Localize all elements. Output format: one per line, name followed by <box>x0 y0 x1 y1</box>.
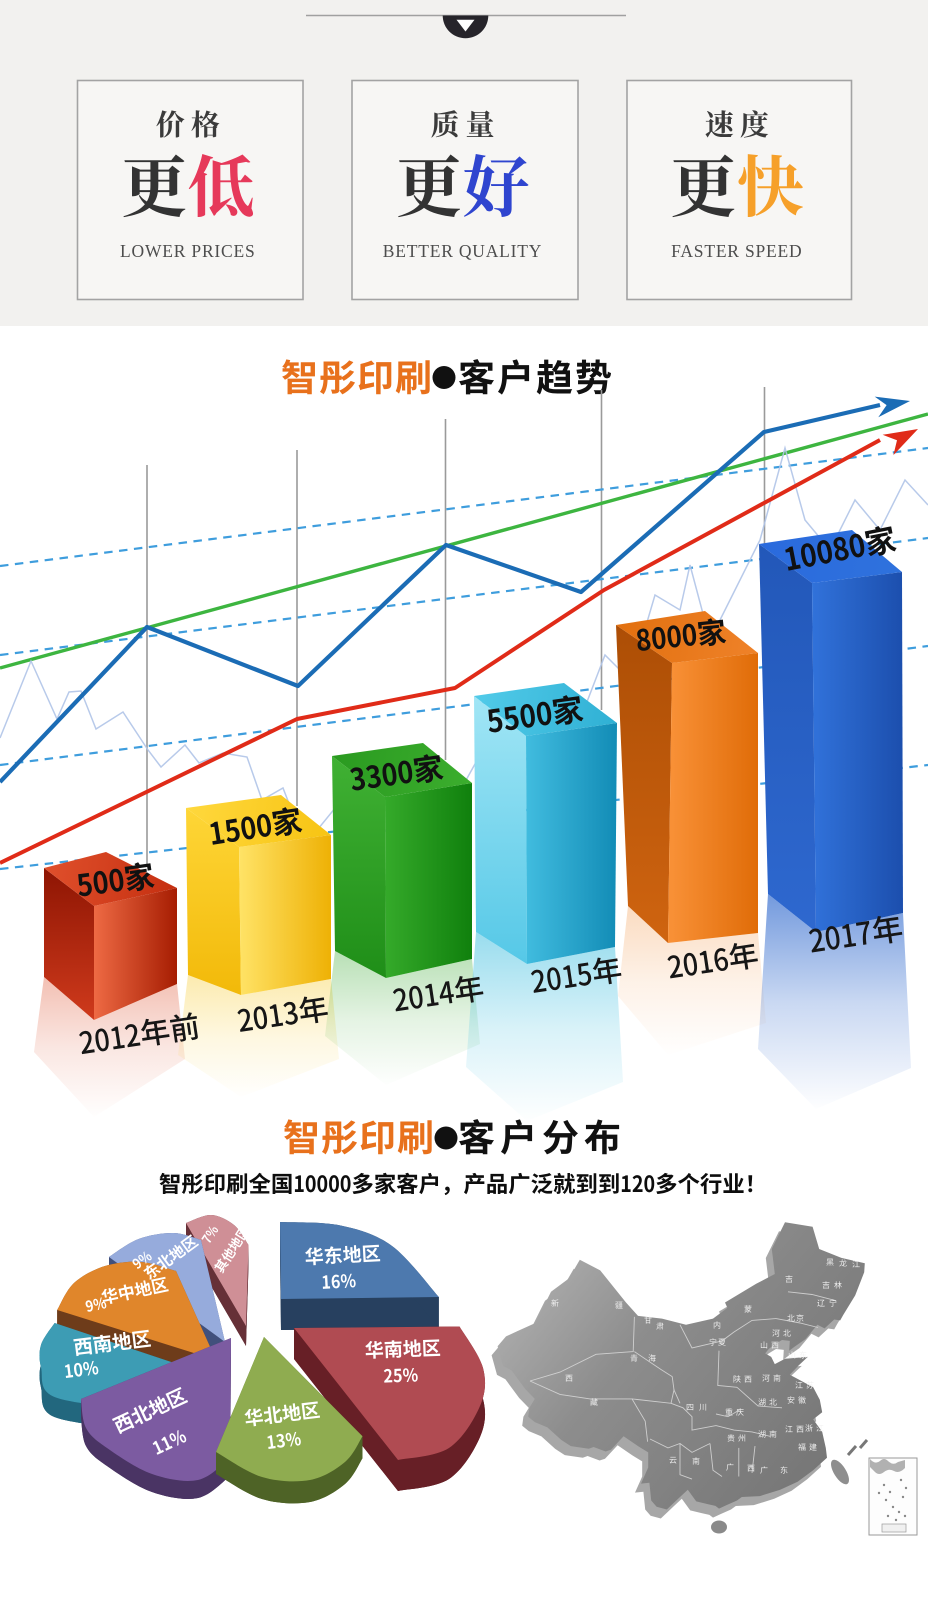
svg-text:FASTER SPEED: FASTER SPEED <box>671 241 802 261</box>
svg-text:BETTER QUALITY: BETTER QUALITY <box>383 241 542 261</box>
svg-text:LOWER PRICES: LOWER PRICES <box>120 241 256 261</box>
